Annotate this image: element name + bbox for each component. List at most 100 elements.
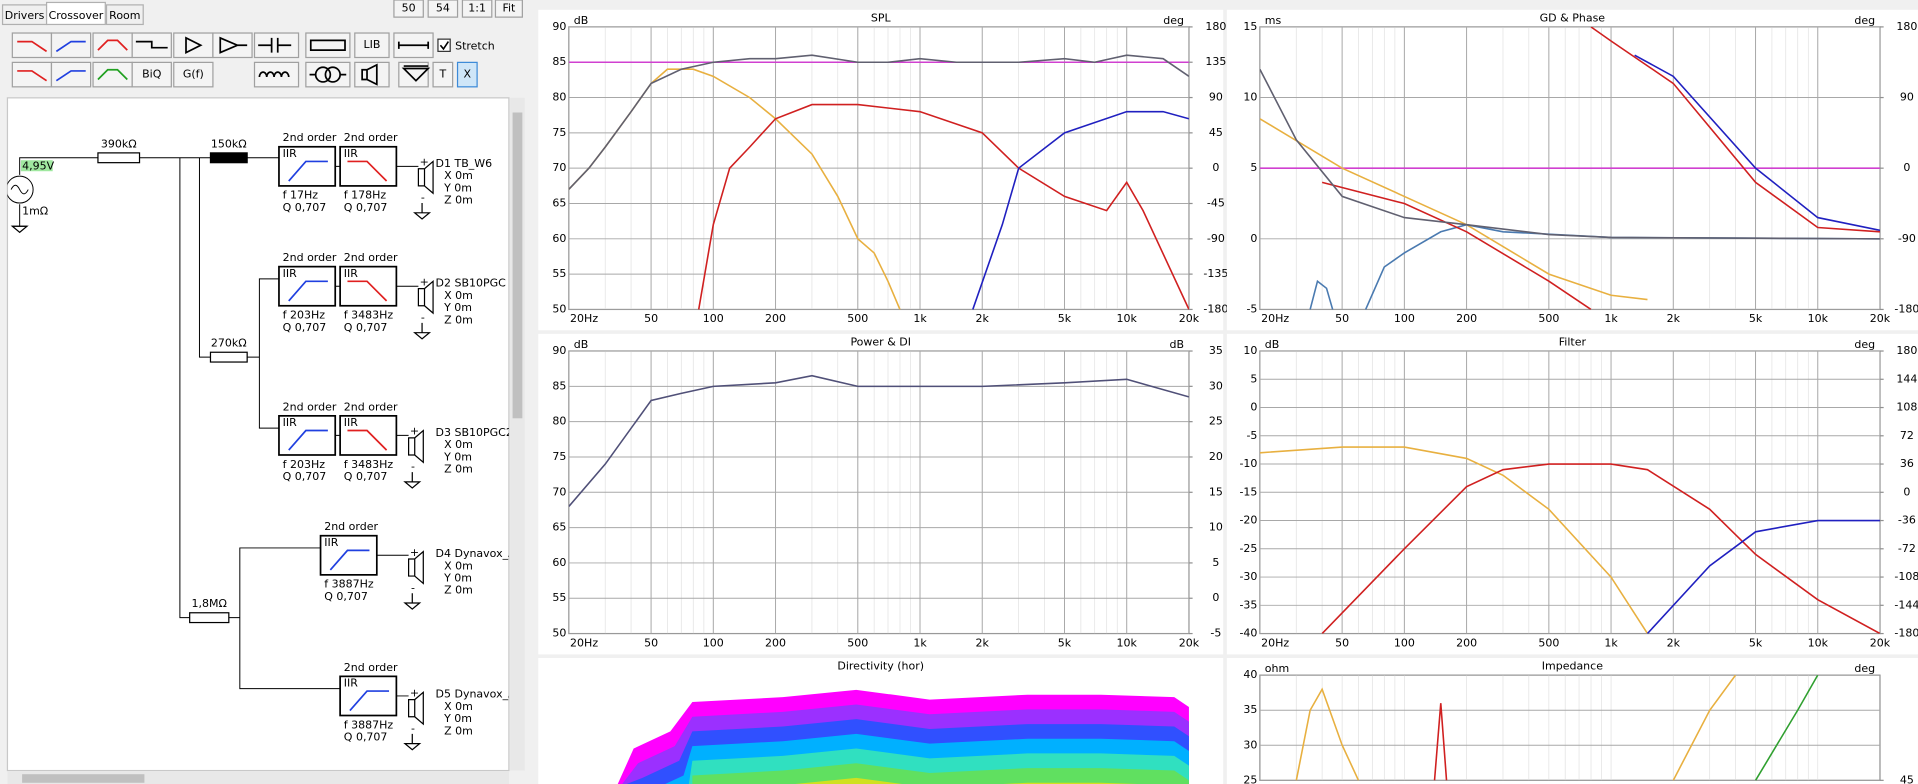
filter-type: IIR: [283, 147, 297, 160]
tool-button[interactable]: [92, 32, 133, 59]
tool-button[interactable]: [432, 61, 454, 88]
tool-button[interactable]: [92, 61, 133, 88]
tool-button[interactable]: [173, 61, 214, 88]
x-tick-label: 100: [703, 636, 724, 649]
tool-button[interactable]: [11, 61, 53, 88]
y2-tick-label: 90: [1209, 91, 1223, 104]
tool-button[interactable]: [456, 61, 478, 88]
x-tick-label: 10k: [1808, 312, 1829, 325]
y-unit: dB: [574, 14, 589, 27]
y2-tick-label: 90: [1900, 91, 1914, 104]
ground: [10, 225, 29, 234]
y2-tick-label: 180: [1205, 20, 1226, 33]
filter-block[interactable]: [339, 675, 398, 717]
tool-button[interactable]: [50, 32, 92, 59]
resistor[interactable]: [97, 152, 141, 164]
driver-name: D1 TB_W6: [436, 157, 493, 170]
grid: [1259, 675, 1880, 781]
x-tick-label: 20Hz: [1261, 312, 1289, 325]
filter-order: 2nd order: [283, 131, 337, 144]
tool-button[interactable]: [305, 32, 351, 59]
curve: [1259, 446, 1649, 634]
directivity-band: [639, 763, 1189, 784]
tab[interactable]: [105, 4, 144, 26]
zoom-button-label: Fit: [502, 2, 516, 15]
plot-title: GD & Phase: [1540, 11, 1606, 24]
filter-block[interactable]: [278, 145, 337, 187]
y-tick-label: 0: [1250, 401, 1257, 414]
driver-y: Y 0m: [443, 450, 472, 463]
y-tick-label: 50: [552, 627, 566, 640]
filter-type: IIR: [324, 536, 338, 549]
y-tick-label: 60: [552, 232, 566, 245]
filter-q: Q 0,707: [283, 321, 327, 334]
tool-button[interactable]: [50, 61, 92, 88]
resistor-label: 270kΩ: [211, 337, 247, 350]
zoom-button[interactable]: [461, 0, 493, 18]
tab[interactable]: [45, 1, 106, 26]
filter-block[interactable]: [278, 414, 337, 456]
y2-tick-label: 0: [1903, 485, 1910, 498]
x-tick-label: 50: [644, 636, 658, 649]
filter-block[interactable]: [339, 265, 398, 307]
resistor[interactable]: [189, 612, 230, 624]
h-scroll-thumb[interactable]: [22, 774, 145, 783]
filter-type: IIR: [344, 416, 358, 429]
plot-title: Directivity (hor): [837, 660, 924, 673]
y-tick-label: 5: [1250, 372, 1257, 385]
filter-block[interactable]: [278, 265, 337, 307]
y-tick-label: 70: [552, 485, 566, 498]
speaker-icon: [407, 690, 424, 726]
filter-order: 2nd order: [283, 251, 337, 264]
tool-button[interactable]: [173, 32, 214, 59]
zoom-button[interactable]: [427, 0, 459, 18]
y-tick-label: -25: [1239, 542, 1257, 555]
tab-label: Room: [109, 9, 140, 22]
y-tick-label: 90: [552, 344, 566, 357]
filter-frequency: f 203Hz: [283, 309, 326, 322]
terminal-plus: +: [410, 546, 419, 559]
tool-button[interactable]: [11, 32, 53, 59]
tool-button[interactable]: [131, 61, 172, 88]
y2-tick-label: -5: [1210, 627, 1221, 640]
zoom-button[interactable]: [393, 0, 424, 18]
y-tick-label: -40: [1239, 627, 1257, 640]
resistor[interactable]: [209, 152, 248, 164]
x-tick-label: 100: [703, 312, 724, 325]
zoom-button[interactable]: [494, 0, 523, 18]
terminal-minus: -: [411, 722, 415, 735]
tool-icon: [309, 66, 347, 83]
ground: [413, 203, 432, 220]
resistor[interactable]: [209, 351, 248, 363]
y2-tick-label: 36: [1900, 457, 1914, 470]
tool-button[interactable]: [354, 32, 390, 59]
tool-button[interactable]: [253, 61, 300, 88]
y2-unit: deg: [1854, 14, 1875, 27]
tool-button[interactable]: [131, 32, 172, 59]
filter-type: IIR: [283, 267, 297, 280]
ground: [413, 322, 432, 340]
stretch-checkbox[interactable]: [437, 38, 451, 52]
tool-button[interactable]: [354, 61, 390, 88]
x-tick-label: 500: [1538, 636, 1559, 649]
x-tick-label: 5k: [1058, 636, 1072, 649]
x-tick-label: 20Hz: [570, 636, 598, 649]
curves: [568, 54, 1189, 310]
y-tick-label: 50: [552, 302, 566, 315]
y-tick-label: 55: [552, 267, 566, 280]
ground: [403, 733, 422, 751]
v-scroll-thumb[interactable]: [512, 112, 523, 419]
x-tick-label: 20Hz: [570, 312, 598, 325]
ground: [403, 593, 422, 610]
x-tick-label: 500: [847, 312, 868, 325]
y-unit: ms: [1265, 14, 1282, 27]
filter-frequency: f 3887Hz: [324, 578, 374, 591]
driver-name: D2 SB10PGC: [436, 277, 507, 290]
filter-block[interactable]: [339, 145, 398, 187]
y2-tick-label: -144: [1894, 598, 1918, 611]
filter-block[interactable]: [319, 534, 378, 576]
y2-tick-label: -180: [1203, 302, 1228, 315]
filter-icon: [288, 160, 328, 182]
filter-block[interactable]: [339, 414, 398, 456]
